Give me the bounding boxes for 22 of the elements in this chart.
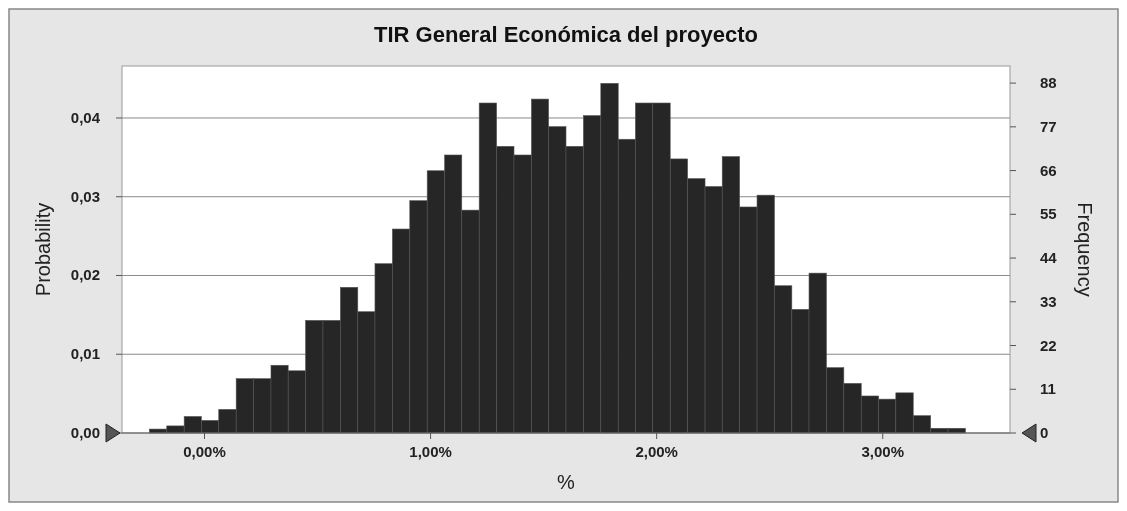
y2-tick-label: 66: [1040, 161, 1057, 179]
x-tick-label: 2,00%: [635, 443, 678, 460]
y-tick-label: 0,01: [70, 345, 100, 363]
y2-tick-label: 33: [1040, 292, 1057, 310]
y2-tick-label: 88: [1040, 74, 1057, 92]
y2-tick-label: 55: [1040, 205, 1057, 223]
y2-tick-label: 22: [1040, 336, 1057, 354]
x-tick-label: 3,00%: [861, 443, 904, 460]
y-tick-label: 0,04: [70, 108, 101, 126]
y-axis-title: Probability: [32, 202, 54, 297]
y2-tick-label: 77: [1040, 117, 1057, 135]
y-tick-label: 0,00: [70, 424, 100, 441]
y2-axis-title: Frequency: [1074, 202, 1096, 297]
chart-title: TIR General Económica del proyecto: [374, 22, 758, 47]
y2-tick-label: 11: [1040, 380, 1056, 398]
y2-tick-label: 44: [1040, 249, 1058, 267]
x-tick-label: 0,00%: [183, 443, 226, 460]
x-axis-title: %: [557, 471, 576, 493]
y-tick-label: 0,02: [70, 266, 100, 284]
x-tick-label: 1,00%: [409, 443, 452, 460]
y2-tick-label: 0: [1040, 424, 1049, 441]
y-tick-label: 0,03: [70, 187, 100, 205]
